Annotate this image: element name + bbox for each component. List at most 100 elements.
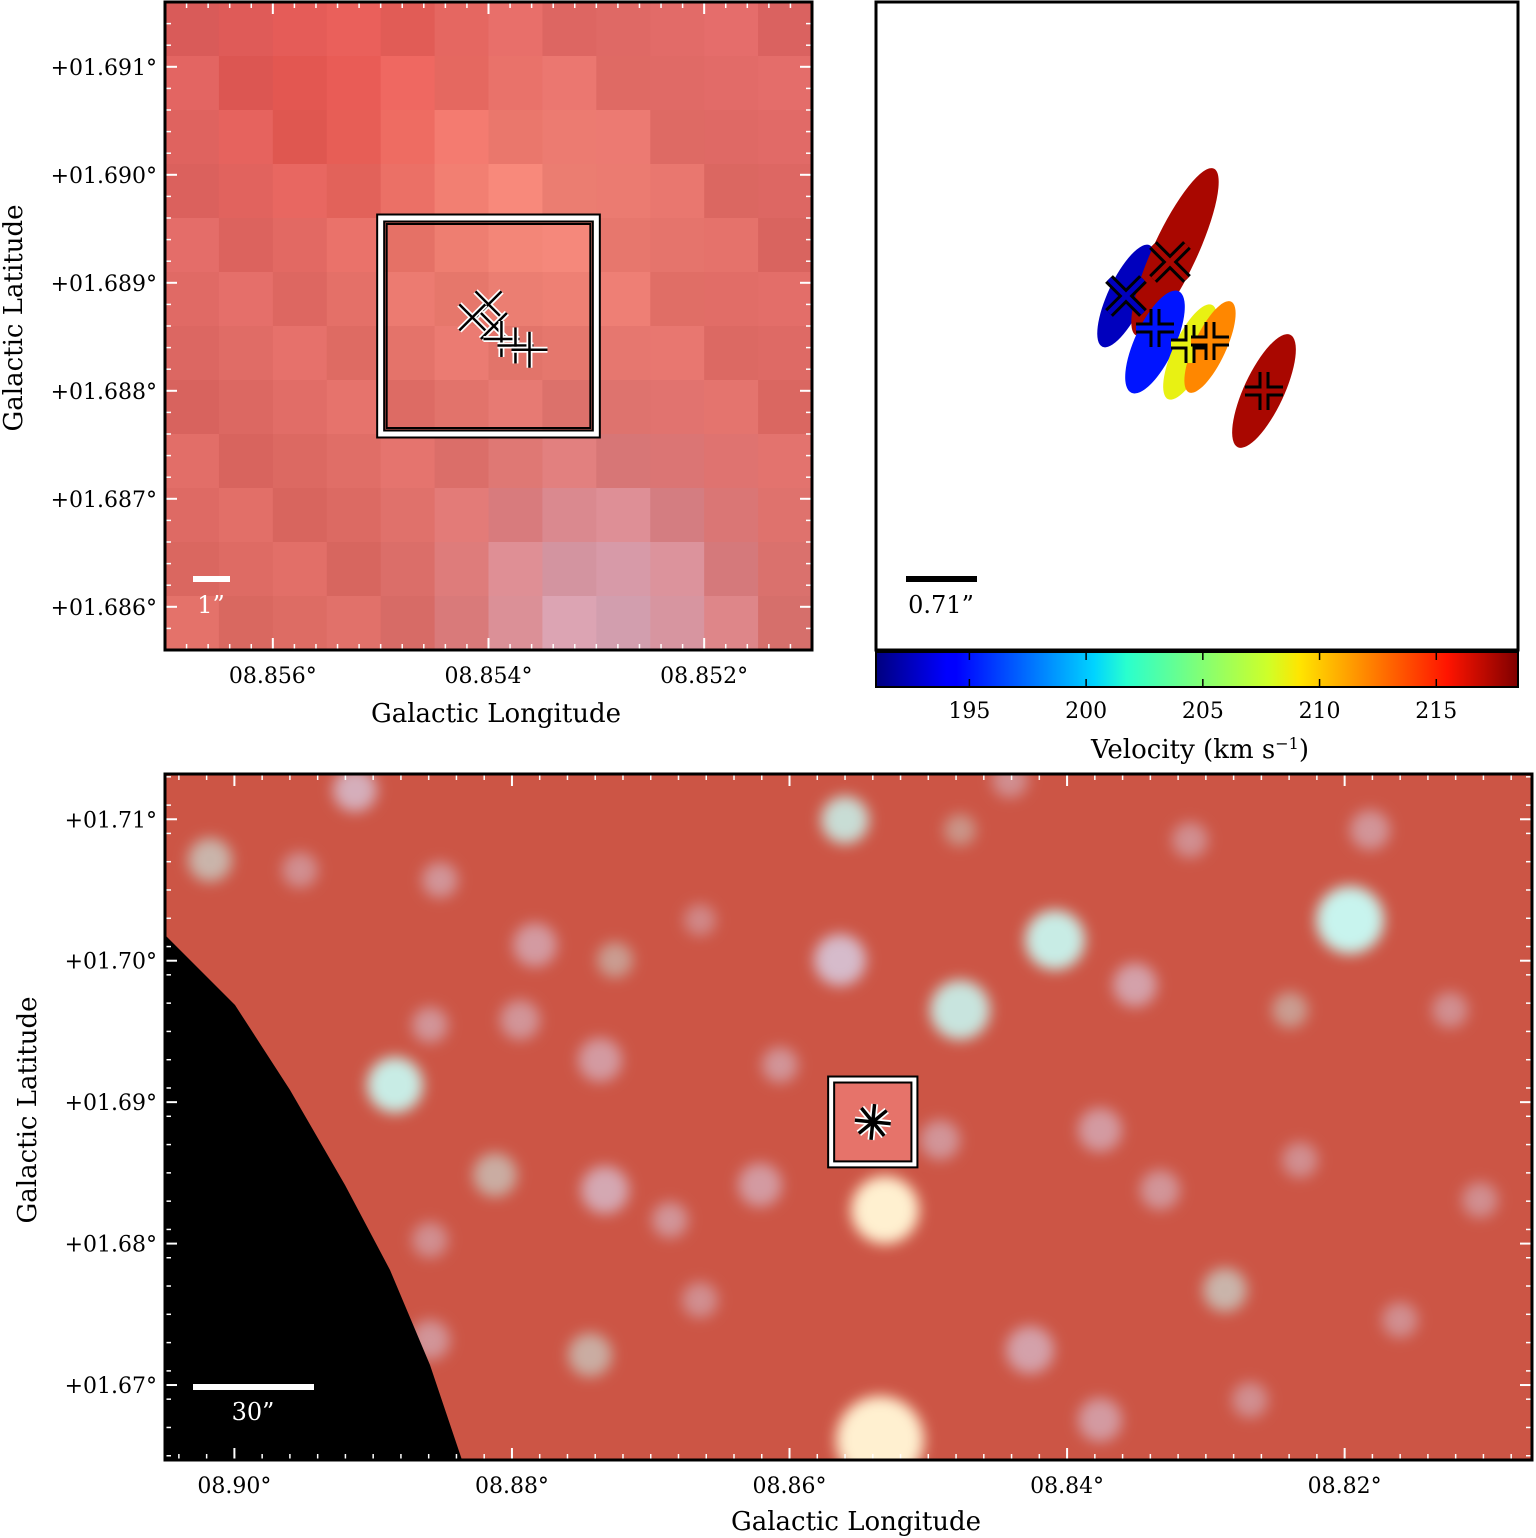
star-39 [1282,1142,1318,1178]
star-38 [1462,1182,1498,1218]
colorbar-tick-label: 195 [948,699,990,724]
star-29 [851,1176,919,1244]
star-17 [814,934,866,986]
zoom-box-inner [385,223,592,429]
star-12 [581,1166,629,1214]
star-24 [1078,1108,1122,1152]
star-2 [282,852,318,888]
colorbar-tick-label: 205 [1182,699,1224,724]
wide-maser-cluster-marker [854,1103,892,1141]
spot-plus-marker-3 [1136,309,1174,347]
star-33 [412,1222,448,1258]
zoom-y-axis-label: Galactic Latitude [0,205,29,432]
star-41 [944,814,976,846]
star-20 [1113,963,1157,1007]
zoom-y-tick-label: +01.687° [51,488,157,513]
star-36 [1272,992,1308,1028]
wide-y-tick-label: +01.69° [65,1091,157,1116]
zoom-panel: 08.856° 08.854° 08.852° +01.686° +01.687° +01… [0,0,814,729]
star-8 [412,1007,448,1043]
velocity-colorbar [876,652,1518,687]
wide-x-tick-label: 08.82° [1308,1474,1382,1499]
zoom-y-tick-label: +01.691° [51,56,157,81]
wide-y-tick-label: +01.71° [65,808,157,833]
no-data-region [165,774,462,1460]
star-5 [513,923,557,967]
wide-y-tick-label: +01.67° [65,1374,157,1399]
wide-x-tick-label: 08.90° [197,1474,271,1499]
wide-x-tick-label: 08.84° [1030,1474,1104,1499]
spot-cross-marker-1 [1105,275,1147,317]
star-7 [367,1057,423,1113]
wide-zoom-box [829,1077,917,1167]
zoom-box [378,215,599,437]
star-23 [1172,822,1208,858]
zoom-frame [163,0,814,652]
star-35 [920,1120,960,1160]
wide-x-tick-label: 08.88° [475,1474,549,1499]
colorbar-tick-label: 210 [1299,699,1341,724]
star-14 [738,1163,782,1207]
star-15 [762,1047,798,1083]
star-18 [930,980,990,1040]
spot-cross-marker-2 [1149,241,1191,283]
star-25 [1140,1170,1180,1210]
wide-x-tick-label: 08.86° [753,1474,827,1499]
star-21 [1316,886,1384,954]
zoom-axis-ticks: 08.856° 08.854° 08.852° +01.686° +01.687° +01… [51,1,813,689]
star-11 [473,1153,517,1197]
zoom-y-tick-label: +01.690° [51,164,157,189]
colorbar-frame [875,651,1519,688]
zoom-x-tick-label: 08.856° [229,664,317,689]
wide-field-frame [163,772,1534,1462]
zoom-x-tick-label: 08.852° [660,664,748,689]
colorbar-tick-label: 200 [1065,699,1107,724]
maser-marker-2 [457,302,488,333]
star-26 [1203,1268,1247,1312]
zoom-y-tick-label: +01.688° [51,380,157,405]
star-28 [1078,1398,1122,1442]
star-1 [188,838,232,882]
zoom-y-tick-label: +01.689° [51,272,157,297]
star-10 [578,1038,622,1082]
wide-x-axis-label: Galactic Longitude [731,1507,981,1537]
star-27 [1006,1326,1054,1374]
maser-spot-panel: 0.71” 195 200 205 210 215 Velocity (km s−1) [874,0,1520,766]
star-44 [1382,1302,1418,1338]
wide-field-panel: 08.90° 08.88° 08.86° 08.84° 08.82° +01.67° +01… [13,772,1534,1537]
zoom-y-tick-label: +01.686° [51,596,157,621]
star-37 [1432,992,1468,1028]
star-40 [684,904,716,936]
spot-plus-marker-6 [1245,372,1283,410]
maser-spots [1097,168,1296,448]
star-43 [1232,1382,1268,1418]
wide-y-tick-label: +01.70° [65,950,157,975]
star-22 [1350,810,1390,850]
wide-y-tick-label: +01.68° [65,1233,157,1258]
star-6 [597,942,633,978]
star-30 [836,1396,924,1460]
star-42 [992,774,1028,798]
zoom-scale-label: 1” [197,591,225,619]
star-3 [333,774,377,812]
zoom-x-axis-label: Galactic Longitude [371,699,621,729]
wide-field-markers [827,1075,919,1169]
zoom-x-tick-label: 08.854° [445,664,533,689]
wide-scale-label: 30” [232,1398,275,1426]
star-16 [821,796,869,844]
maser-marker-6 [511,331,548,368]
colorbar-ticks: 195 200 205 210 215 [948,652,1457,724]
spot-plus-marker-5 [1191,322,1229,360]
colorbar-tick-label: 215 [1415,699,1457,724]
colorbar-label: Velocity (km s−1) [1090,734,1309,766]
star-19 [1025,910,1085,970]
star-4 [422,862,458,898]
wide-y-axis-label: Galactic Latitude [13,997,43,1224]
spot-scale-label: 0.71” [908,591,974,619]
star-13 [652,1202,688,1238]
zoom-image [165,2,812,650]
star-31 [568,1333,612,1377]
zoom-maser-markers [376,213,601,439]
star-9 [500,1000,540,1040]
